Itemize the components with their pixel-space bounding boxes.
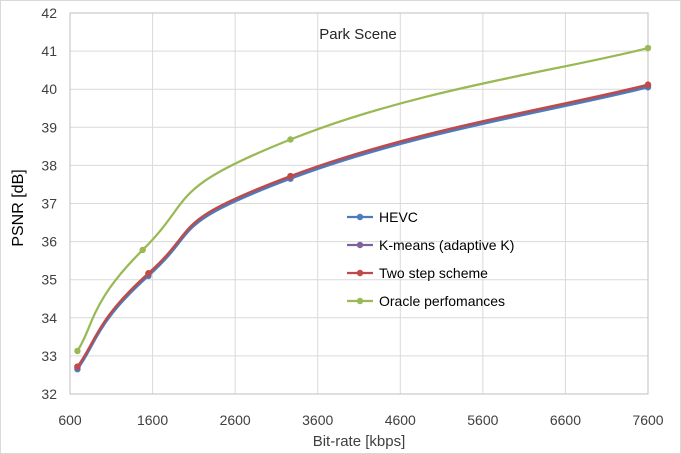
y-tick-label: 38	[41, 157, 57, 173]
y-tick-label: 35	[41, 272, 57, 288]
y-tick-label: 40	[41, 81, 57, 97]
legend: HEVC K-means (adaptive K) Two step scheme O…	[347, 209, 514, 309]
legend-marker	[356, 297, 364, 305]
data-point	[287, 136, 294, 143]
x-axis-title: Bit-rate [kbps]	[313, 433, 406, 450]
tick-labels: 32 33 34 35 36 37 38 39 40 41 42 600 1600 2600 3600 460…	[41, 5, 663, 428]
y-tick-label: 33	[41, 348, 57, 364]
y-tick-label: 36	[41, 234, 57, 250]
y-tick-label: 39	[41, 119, 57, 135]
y-axis-title: PSNR [dB]	[10, 169, 27, 246]
legend-entry: Oracle perfomances	[347, 293, 505, 309]
data-point	[644, 44, 652, 52]
legend-entry: K-means (adaptive K)	[347, 237, 514, 253]
legend-label: K-means (adaptive K)	[379, 237, 514, 253]
data-point	[139, 246, 146, 254]
series-lines	[74, 44, 652, 373]
data-point	[287, 172, 294, 180]
y-tick-label: 42	[41, 5, 57, 21]
legend-entry: HEVC	[347, 209, 418, 225]
axes	[69, 12, 649, 395]
series-line	[76, 46, 649, 352]
x-tick-label: 3600	[302, 412, 333, 428]
y-tick-label: 32	[41, 386, 57, 402]
chart-title: Park Scene	[319, 26, 397, 43]
data-point	[74, 363, 81, 370]
plot-area-border	[69, 12, 649, 395]
legend-label: HEVC	[379, 209, 418, 225]
data-point	[145, 270, 152, 277]
y-tick-label: 41	[41, 43, 57, 59]
x-tick-label: 5600	[467, 412, 498, 428]
y-tick-label: 34	[41, 310, 57, 326]
gridlines	[69, 12, 649, 395]
series-1	[74, 82, 652, 371]
y-tick-label: 37	[41, 196, 57, 212]
series-3	[74, 44, 652, 355]
series-line	[76, 86, 649, 370]
data-point	[644, 81, 652, 88]
data-point	[74, 347, 81, 355]
legend-marker	[356, 269, 364, 277]
x-tick-label: 600	[58, 412, 82, 428]
x-tick-label: 2600	[220, 412, 251, 428]
x-tick-label: 7600	[632, 412, 663, 428]
x-tick-label: 1600	[137, 412, 168, 428]
series-2	[74, 81, 652, 370]
x-tick-label: 4600	[385, 412, 416, 428]
legend-entry: Two step scheme	[347, 265, 488, 281]
legend-marker	[356, 241, 364, 249]
x-tick-label: 6600	[550, 412, 581, 428]
series-line	[76, 83, 649, 368]
legend-marker	[356, 213, 364, 221]
legend-label: Oracle perfomances	[379, 293, 505, 309]
legend-label: Two step scheme	[379, 265, 488, 281]
